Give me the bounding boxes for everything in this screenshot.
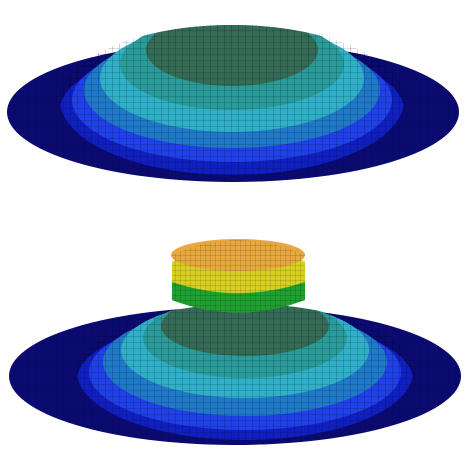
top-mesh — [7, 0, 459, 200]
cylinder — [171, 239, 305, 313]
dome — [50, 0, 420, 200]
mesh-image — [0, 0, 466, 450]
bottom-mesh — [9, 239, 461, 450]
